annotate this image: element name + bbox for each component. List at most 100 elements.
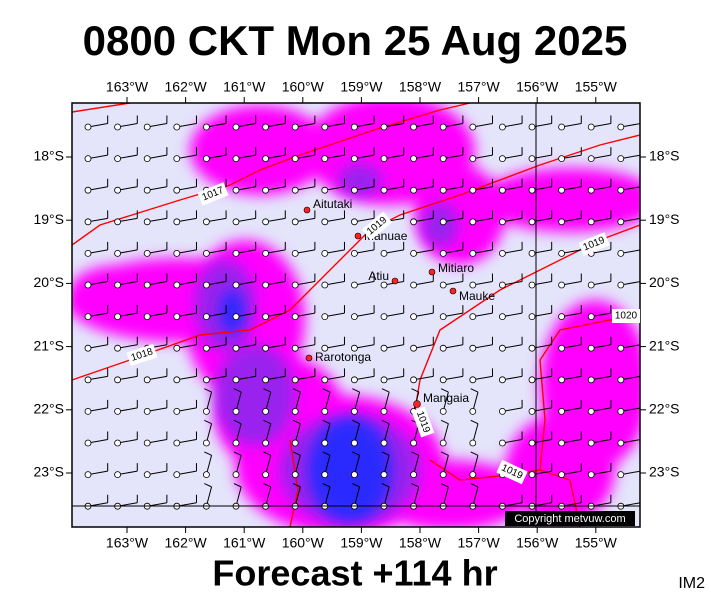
lat-label: 23°S — [33, 464, 64, 480]
barb-flag — [411, 483, 419, 488]
wind-barb — [291, 419, 301, 447]
barb-station — [380, 439, 388, 447]
barb-station — [498, 313, 506, 321]
barb-station — [202, 376, 210, 384]
wind-barb — [528, 178, 553, 194]
wind-barb — [291, 336, 316, 352]
barb-station — [528, 376, 536, 384]
barb-station — [380, 313, 388, 321]
wind-barb — [202, 336, 227, 352]
wind-barb — [617, 210, 640, 226]
wind-barb — [380, 419, 390, 447]
wind-barb — [291, 147, 316, 163]
wind-barb — [143, 241, 168, 257]
lat-label: 20°S — [33, 274, 64, 290]
barb-flag — [263, 483, 271, 488]
barb-station — [202, 313, 210, 321]
barb-station — [173, 439, 181, 447]
barb-station — [617, 471, 625, 479]
barb-station — [380, 376, 388, 384]
barb-station — [262, 281, 270, 289]
barb-station — [84, 344, 92, 352]
barb-station — [558, 439, 565, 447]
barb-station — [617, 376, 625, 384]
barb-station — [291, 313, 299, 321]
wind-barb — [262, 368, 286, 384]
barb-station — [350, 344, 358, 352]
wind-barb — [558, 305, 582, 321]
barb-station — [410, 155, 418, 163]
barb-station — [173, 344, 181, 352]
barb-flag — [381, 419, 390, 425]
wind-barb — [262, 147, 286, 163]
wind-barb — [439, 115, 464, 131]
barb-station — [232, 439, 240, 447]
wind-barb — [350, 210, 375, 226]
barb-station — [469, 281, 477, 289]
wind-barb — [84, 241, 109, 257]
barb-flag — [233, 419, 242, 425]
wind-barb — [439, 273, 464, 289]
barb-station — [321, 155, 329, 163]
barb-station — [143, 155, 151, 163]
places — [303, 206, 457, 408]
barb-station — [380, 249, 388, 257]
barb-station — [350, 313, 358, 321]
barb-station — [291, 249, 299, 257]
barb-station — [617, 439, 625, 447]
barb-station — [262, 249, 270, 257]
wind-barb — [84, 115, 109, 131]
wind-barb — [558, 399, 582, 415]
barb-station — [410, 123, 418, 131]
barb-flag — [470, 419, 479, 425]
barb-station — [587, 407, 595, 415]
place-label: Mangaia — [423, 391, 469, 405]
wind-barb — [321, 336, 345, 352]
wind-barb — [439, 388, 449, 415]
lon-label: 163°W — [106, 535, 149, 551]
wind-barb — [587, 463, 612, 479]
wind-barb — [439, 147, 464, 163]
lon-label: 158°W — [399, 535, 442, 551]
barb-flag — [440, 419, 449, 425]
wind-barb — [498, 210, 523, 226]
barb-station — [143, 281, 151, 289]
barb-station — [84, 471, 92, 479]
barb-flag — [233, 388, 242, 393]
barb-flag — [440, 388, 449, 393]
barb-station — [232, 471, 240, 479]
lon-label: 161°W — [223, 79, 266, 95]
wind-barb — [350, 178, 375, 194]
wind-barb — [202, 305, 227, 321]
barb-station — [350, 218, 358, 226]
barb-station — [410, 313, 418, 321]
barb-station — [380, 344, 388, 352]
wind-barb — [291, 210, 316, 226]
lat-label: 21°S — [33, 337, 64, 353]
barb-station — [558, 186, 565, 194]
wind-barb — [617, 147, 640, 163]
graticule-labels: 163°W 163°W 162°W 162°W 161°W 161°W 160°W 160°W… — [33, 79, 679, 551]
barb-station — [84, 155, 92, 163]
barb-station — [617, 186, 625, 194]
wind-barb — [439, 419, 449, 447]
barb-station — [498, 344, 506, 352]
wind-barb — [291, 368, 316, 384]
barb-station — [558, 218, 565, 226]
wind-barb — [439, 336, 464, 352]
wind-barb — [84, 273, 109, 289]
barb-station — [528, 313, 536, 321]
barb-station — [587, 344, 595, 352]
barb-station — [439, 186, 447, 194]
barb-station — [439, 218, 447, 226]
wind-barb — [350, 273, 375, 289]
wind-barb — [498, 178, 523, 194]
wind-barb — [262, 210, 286, 226]
barb-station — [173, 281, 181, 289]
lon-label: 160°W — [282, 79, 325, 95]
barb-station — [528, 471, 536, 479]
wind-barb — [173, 273, 197, 289]
barb-station — [202, 344, 210, 352]
lat-label: 20°S — [649, 274, 680, 290]
